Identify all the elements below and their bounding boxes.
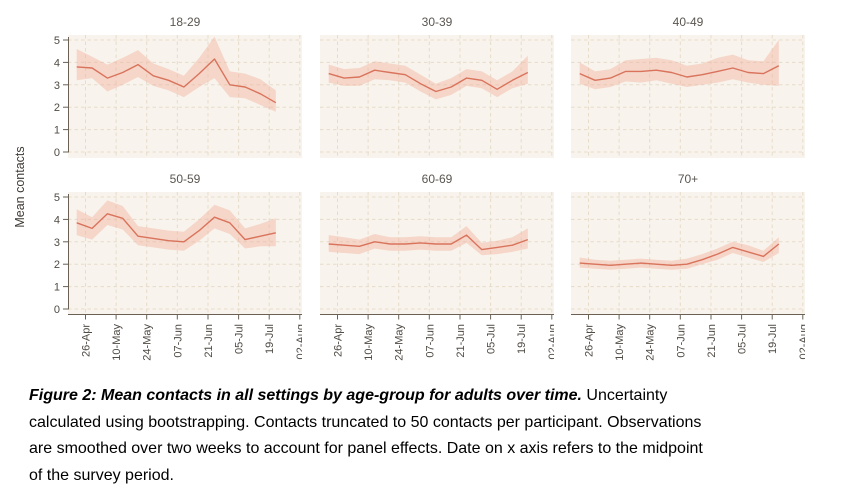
panel-gridlines [320, 192, 554, 315]
svg-text:4: 4 [54, 214, 60, 226]
facet-title: 30-39 [421, 15, 453, 29]
figure-caption: Figure 2: Mean contacts in all settings … [29, 383, 831, 488]
mean-line [579, 65, 780, 81]
mean-line [328, 234, 529, 251]
uncertainty-band [76, 200, 276, 251]
y-axis-ticks: 0 1 2 3 4 5 [54, 192, 68, 315]
uncertainty-band [579, 237, 779, 270]
svg-text:02-Aug: 02-Aug [295, 324, 302, 359]
y-axis-title: Mean contacts [13, 146, 27, 228]
svg-text:26-Apr: 26-Apr [81, 324, 93, 357]
svg-text:02-Aug: 02-Aug [547, 324, 554, 359]
panel-gridlines [68, 35, 302, 158]
svg-text:21-Jun: 21-Jun [203, 324, 215, 358]
facet-plot-30-39 [320, 35, 554, 158]
caption-line: Figure 2: Mean contacts in all settings … [29, 383, 831, 410]
uncertainty-band [328, 55, 528, 100]
svg-text:3: 3 [54, 237, 60, 249]
svg-text:07-Jun: 07-Jun [172, 324, 184, 358]
facet-plot-40-49 [571, 35, 805, 158]
svg-text:10-May: 10-May [111, 324, 123, 361]
panel-gridlines [68, 192, 302, 315]
svg-text:3: 3 [54, 80, 60, 92]
facet-title: 70+ [677, 172, 699, 186]
panel-gridlines [320, 35, 554, 158]
facet-title: 40-49 [672, 15, 704, 29]
svg-text:2: 2 [54, 259, 60, 271]
caption-text: Uncertainty [581, 387, 668, 404]
svg-text:21-Jun: 21-Jun [706, 324, 718, 358]
svg-text:5: 5 [54, 35, 60, 47]
svg-text:05-Jul: 05-Jul [737, 324, 749, 354]
x-axis-ticks: 26-Apr 10-May 24-May 07-Jun 21-Jun 05-Jul 19-J… [333, 315, 554, 361]
panel-background [68, 192, 302, 315]
facet-plot-50-59 [68, 192, 302, 315]
svg-text:07-Jun: 07-Jun [424, 324, 436, 358]
svg-text:1: 1 [54, 282, 60, 294]
caption-title: Figure 2: Mean contacts in all settings … [29, 387, 582, 404]
caption-line: calculated using bootstrapping. Contacts… [29, 413, 702, 431]
svg-text:10-May: 10-May [363, 324, 375, 361]
svg-text:0: 0 [54, 147, 60, 158]
panel-gridlines [571, 35, 805, 158]
panel-gridlines [571, 192, 805, 315]
svg-text:24-May: 24-May [394, 324, 406, 361]
svg-text:1: 1 [54, 125, 60, 137]
mean-line [579, 243, 780, 267]
svg-text:0: 0 [54, 304, 60, 315]
facet-title: 18-29 [169, 15, 201, 29]
mean-line [328, 69, 529, 93]
svg-text:26-Apr: 26-Apr [333, 324, 345, 357]
mean-line [76, 213, 276, 243]
svg-text:05-Jul: 05-Jul [486, 324, 498, 354]
svg-text:02-Aug: 02-Aug [798, 324, 805, 359]
uncertainty-band [76, 36, 276, 112]
uncertainty-band [579, 40, 779, 90]
panel-background [320, 35, 554, 158]
svg-text:4: 4 [54, 57, 60, 69]
mean-line [76, 58, 277, 104]
x-axis-ticks: 26-Apr 10-May 24-May 07-Jun 21-Jun 05-Jul 19-J… [81, 315, 302, 361]
svg-text:10-May: 10-May [614, 324, 626, 361]
svg-text:21-Jun: 21-Jun [455, 324, 467, 358]
caption-line: are smoothed over two weeks to account f… [29, 440, 703, 457]
svg-text:5: 5 [54, 192, 60, 204]
uncertainty-band [328, 226, 528, 256]
svg-text:24-May: 24-May [142, 324, 154, 361]
panel-background [68, 35, 302, 158]
svg-text:2: 2 [54, 102, 60, 114]
facet-title: 50-59 [169, 172, 201, 186]
caption-line: of the survey period. [29, 466, 174, 484]
svg-text:05-Jul: 05-Jul [234, 324, 246, 354]
facet-title: 60-69 [421, 172, 453, 186]
facet-plot-70+ [571, 192, 805, 315]
y-axis-ticks: 0 1 2 3 4 5 [54, 35, 68, 158]
svg-text:19-Jul: 19-Jul [264, 324, 276, 354]
svg-text:26-Apr: 26-Apr [584, 324, 596, 357]
facet-plot-60-69 [320, 192, 554, 315]
panel-background [320, 192, 554, 315]
svg-text:19-Jul: 19-Jul [516, 324, 528, 354]
svg-text:19-Jul: 19-Jul [767, 324, 779, 354]
facet-plot-18-29 [68, 35, 302, 158]
svg-text:24-May: 24-May [645, 324, 657, 361]
x-axis-ticks: 26-Apr 10-May 24-May 07-Jun 21-Jun 05-Jul 19-J… [584, 315, 805, 361]
svg-text:07-Jun: 07-Jun [675, 324, 687, 358]
panel-background [571, 35, 805, 158]
